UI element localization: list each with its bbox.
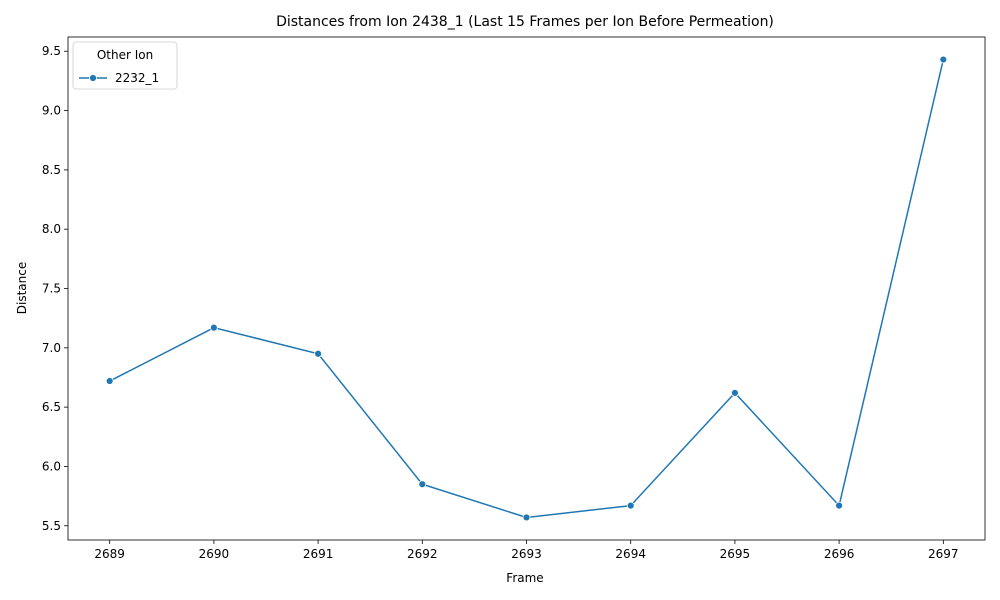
data-point [731,388,739,397]
data-point [835,501,844,510]
legend: Other Ion 2232_1 [72,41,178,90]
x-tick-label: 2689 [94,547,125,561]
legend-title: Other Ion [97,48,153,62]
data-point [418,480,427,489]
legend-marker [89,74,97,82]
x-axis: 2689 2690 2691 2692 2693 2694 2695 2696 2697 [94,540,959,561]
legend-label: 2232_1 [115,71,159,85]
x-tick-label: 2693 [511,547,542,561]
data-point [939,55,948,64]
y-axis-label: Distance [15,262,29,314]
y-tick-label: 8.0 [42,222,61,236]
plot-area [67,36,986,541]
y-tick-label: 5.5 [42,519,61,533]
y-tick-label: 7.5 [42,282,61,296]
plot-frame [67,36,986,541]
y-tick-label: 8.5 [42,163,61,177]
series-line [109,59,945,519]
data-point [105,377,114,385]
y-axis: 5.5 6.0 6.5 7.0 7.5 8.0 8.5 9.0 9.5 [42,44,68,533]
series-layer [105,55,948,522]
data-point [209,323,218,332]
y-tick-label: 7.0 [42,341,61,355]
data-point [626,501,635,510]
x-tick-label: 2696 [824,547,855,561]
x-tick-label: 2692 [407,547,438,561]
y-tick-label: 6.5 [42,400,61,414]
x-tick-label: 2690 [199,547,230,561]
x-axis-label: Frame [506,571,543,585]
y-tick-label: 6.0 [42,459,61,473]
chart-title: Distances from Ion 2438_1 (Last 15 Frame… [276,14,774,30]
x-tick-label: 2694 [615,547,646,561]
x-tick-label: 2695 [720,547,751,561]
data-point [314,349,322,358]
x-tick-label: 2697 [928,547,959,561]
x-tick-label: 2691 [303,547,334,561]
y-tick-label: 9.0 [42,104,61,118]
data-point [522,513,531,522]
y-tick-label: 9.5 [42,44,61,58]
